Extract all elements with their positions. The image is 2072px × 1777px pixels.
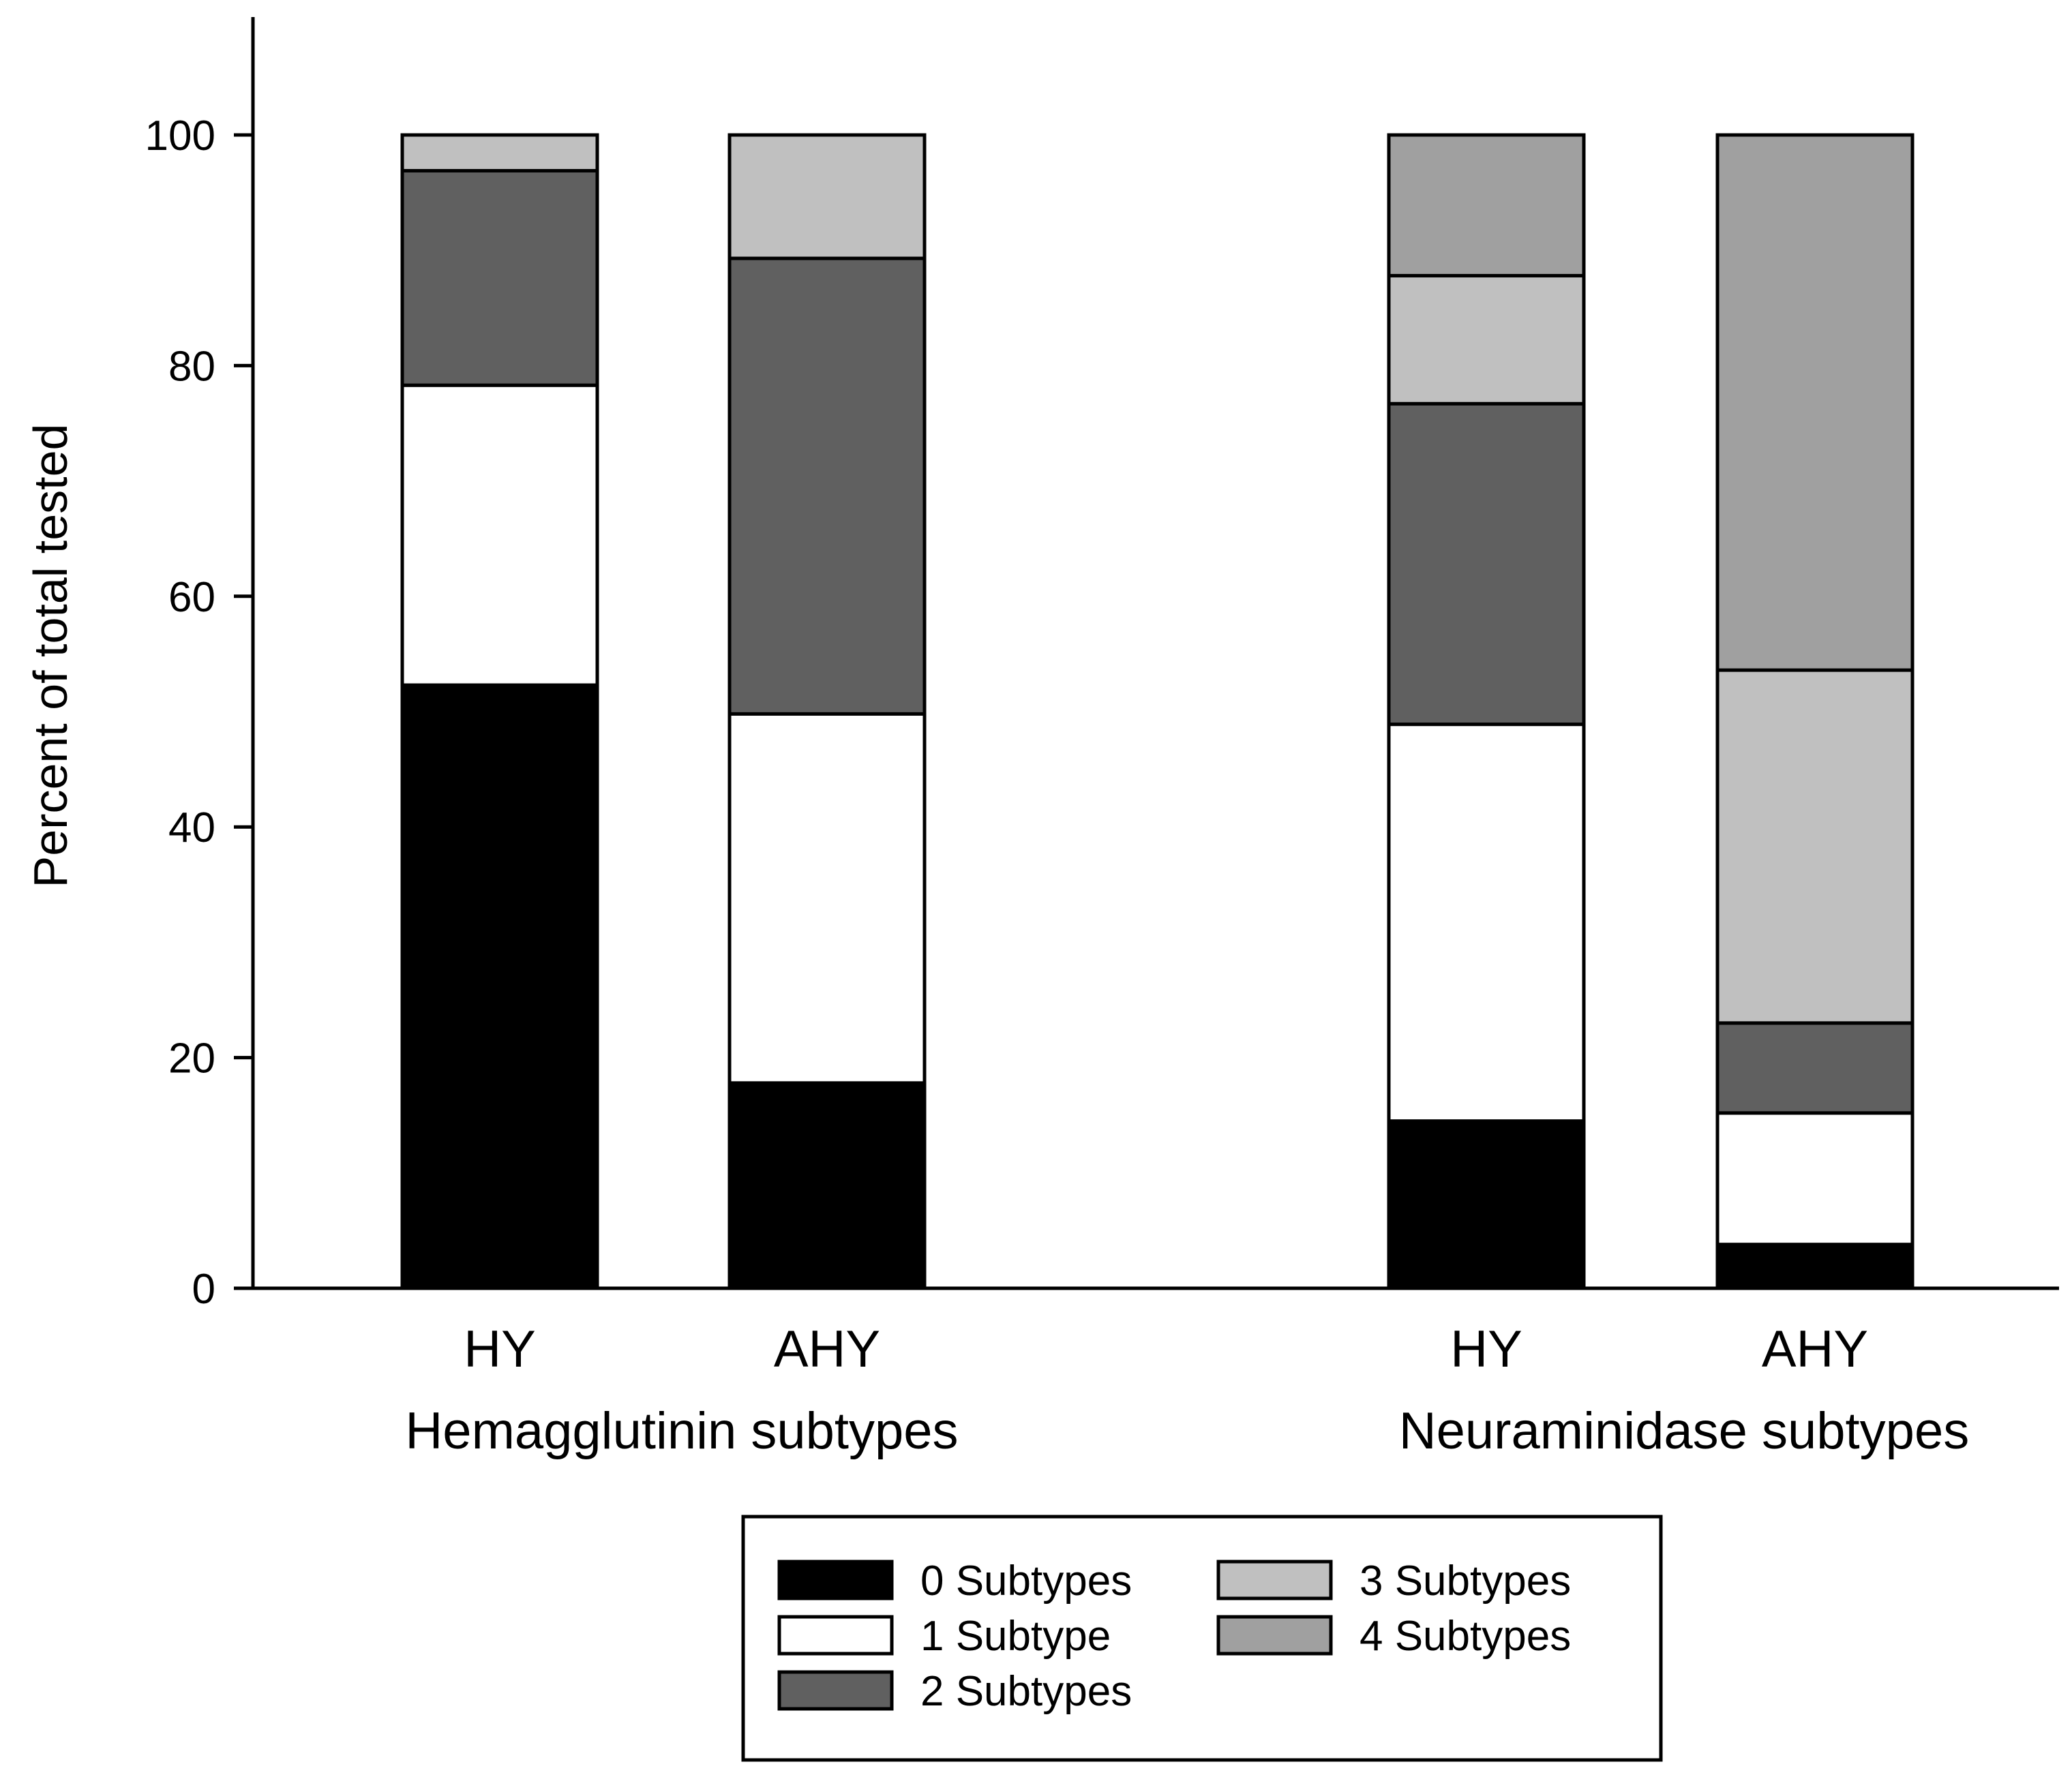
category-label: AHY bbox=[1762, 1320, 1868, 1378]
legend: 0 Subtypes 1 Subtype 2 Subtypes 3 Subtypes 4… bbox=[741, 1515, 1663, 1762]
y-tick-label: 20 bbox=[168, 1035, 215, 1082]
y-tick-label: 80 bbox=[168, 343, 215, 390]
bar-segment-4-series-1 bbox=[1715, 1111, 1915, 1247]
bar-segment-3-series-2 bbox=[1387, 401, 1586, 727]
legend-box bbox=[741, 1515, 1663, 1762]
y-tick-label: 0 bbox=[192, 1266, 215, 1313]
category-label: HY bbox=[464, 1320, 536, 1378]
y-axis-label: Percent of total tested bbox=[24, 424, 77, 888]
y-tick-label: 60 bbox=[168, 574, 215, 621]
bars-layer bbox=[400, 133, 1915, 1290]
bar-segment-3-series-3 bbox=[1387, 273, 1586, 406]
bar-segment-4-series-2 bbox=[1715, 1021, 1915, 1115]
legend-label: 3 Subtypes bbox=[1360, 1558, 1571, 1605]
legend-label: 0 Subtypes bbox=[920, 1558, 1132, 1605]
bar-segment-2-series-0 bbox=[727, 1081, 927, 1290]
legend-swatch bbox=[777, 1670, 894, 1711]
category-label: HY bbox=[1450, 1320, 1522, 1378]
bar-segment-4-series-0 bbox=[1715, 1243, 1915, 1290]
bar-segment-4-series-3 bbox=[1715, 668, 1915, 1025]
bar-segment-4-series-4 bbox=[1715, 133, 1915, 672]
bar-segment-2-series-2 bbox=[727, 256, 927, 716]
bar-segment-1-series-3 bbox=[400, 133, 599, 172]
axes-layer bbox=[234, 17, 2059, 1290]
bar-segment-3-series-0 bbox=[1387, 1119, 1586, 1290]
bar-segment-1-series-2 bbox=[400, 168, 599, 387]
group-label: Neuraminidase subtypes bbox=[1399, 1402, 1969, 1460]
y-tick-label: 100 bbox=[145, 112, 215, 160]
legend-swatch bbox=[1216, 1560, 1333, 1600]
bar-segment-2-series-1 bbox=[727, 712, 927, 1085]
legend-label: 1 Subtype bbox=[920, 1613, 1111, 1660]
bar-segment-1-series-1 bbox=[400, 383, 599, 687]
bar-segment-3-series-1 bbox=[1387, 723, 1586, 1123]
legend-swatch bbox=[777, 1560, 894, 1600]
legend-label: 2 Subtypes bbox=[920, 1668, 1132, 1715]
category-label: AHY bbox=[774, 1320, 880, 1378]
bar-segment-3-series-4 bbox=[1387, 133, 1586, 277]
labels-layer: 0 20 40 60 80 100 Percent of total tested HY AHY… bbox=[24, 112, 1969, 1460]
legend-swatch bbox=[1216, 1615, 1333, 1656]
bar-segment-2-series-3 bbox=[727, 133, 927, 260]
group-label: Hemagglutinin subtypes bbox=[405, 1402, 958, 1460]
legend-swatch bbox=[777, 1615, 894, 1656]
y-tick-label: 40 bbox=[168, 804, 215, 851]
bar-segment-1-series-0 bbox=[400, 683, 599, 1290]
legend-label: 4 Subtypes bbox=[1360, 1613, 1571, 1660]
